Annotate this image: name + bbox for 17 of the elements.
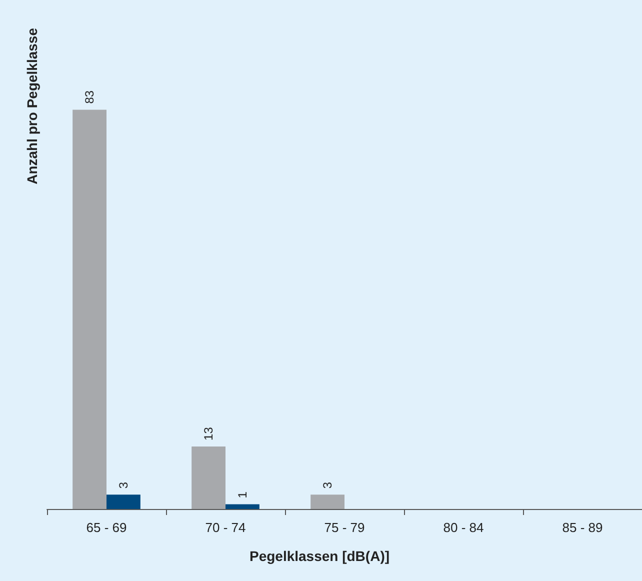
bar bbox=[192, 446, 226, 509]
data-label: 13 bbox=[202, 426, 216, 440]
bar bbox=[72, 110, 106, 509]
data-label: 1 bbox=[235, 491, 250, 498]
data-label: 83 bbox=[82, 90, 97, 104]
y-axis-title: Anzahl pro Pegelklasse bbox=[24, 28, 40, 184]
x-tick-label: 75 - 79 bbox=[324, 520, 365, 535]
x-tick-label: 65 - 69 bbox=[86, 520, 127, 535]
x-tick-label: 80 - 84 bbox=[443, 520, 484, 535]
data-label: 3 bbox=[116, 482, 130, 489]
x-tick-label: 70 - 74 bbox=[205, 520, 246, 535]
data-label: 3 bbox=[320, 482, 335, 489]
x-tick-label: 85 - 89 bbox=[562, 520, 603, 535]
bar bbox=[106, 494, 140, 509]
x-axis-title: Pegelklassen [dB(A)] bbox=[249, 548, 390, 564]
bar bbox=[310, 494, 344, 509]
bar bbox=[226, 504, 260, 509]
